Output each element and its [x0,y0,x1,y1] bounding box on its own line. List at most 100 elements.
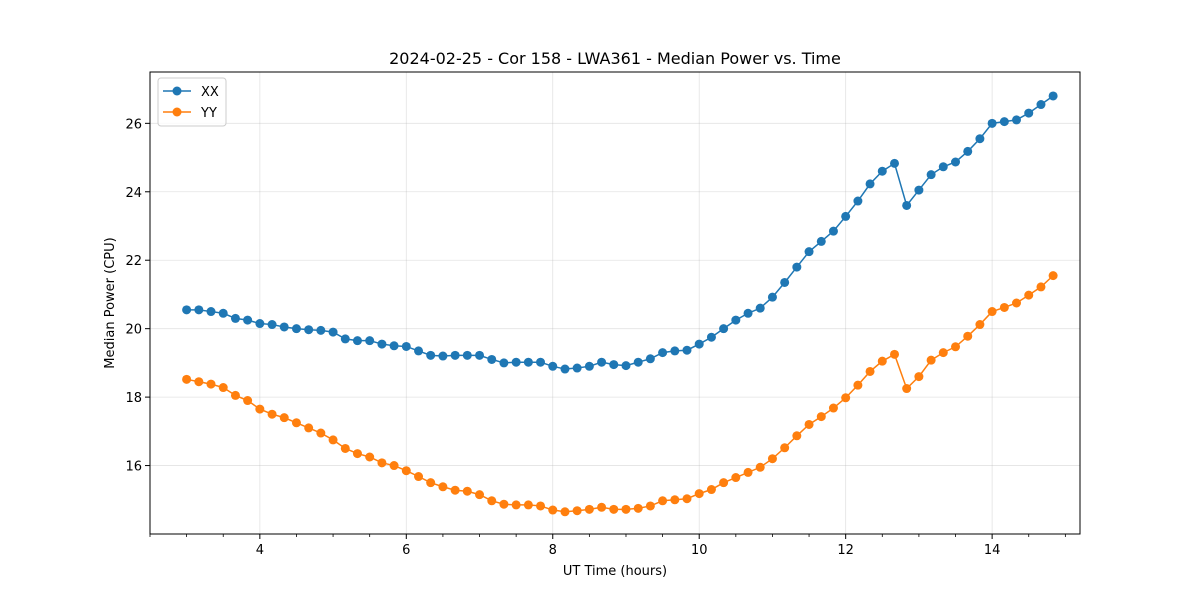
y-tick-label: 26 [125,117,142,132]
data-point-xx [426,350,436,360]
data-point-yy [511,500,521,510]
data-point-xx [865,179,875,189]
data-point-xx [914,185,924,195]
data-point-xx [658,348,668,358]
data-point-yy [548,505,558,515]
data-point-yy [1036,282,1046,292]
data-point-yy [975,320,985,330]
data-point-yy [304,423,314,433]
data-point-yy [902,384,912,394]
data-point-yy [731,473,741,483]
data-point-yy [267,409,277,419]
data-point-xx [719,324,729,334]
data-point-xx [1048,91,1058,101]
legend: XX YY [157,77,227,127]
data-point-xx [682,345,692,355]
data-point-xx [279,322,289,332]
data-point-yy [926,355,936,365]
axis-ticks: 4 6 8 10 12 14 16 18 20 22 24 26 [125,117,1066,558]
data-point-yy [816,412,826,422]
data-point-xx [1024,108,1034,118]
data-point-xx [304,325,314,335]
data-point-xx [621,361,631,371]
data-point-xx [828,226,838,236]
data-point-yy [438,482,448,492]
data-point-xx [670,346,680,356]
data-point-xx [243,315,253,325]
data-point-xx [633,357,643,367]
data-point-xx [694,339,704,349]
data-point-yy [182,374,192,384]
data-point-xx [999,117,1009,127]
data-point-yy [987,307,997,317]
data-point-yy [536,501,546,511]
data-point-xx [389,341,399,351]
data-point-xx [816,236,826,246]
data-point-xx [951,157,961,167]
data-point-xx [767,292,777,302]
series-yy [182,271,1058,517]
data-point-yy [291,418,301,428]
data-point-yy [792,431,802,441]
data-point-yy [377,458,387,468]
x-tick-label: 4 [256,543,264,558]
data-point-yy [767,454,777,464]
data-point-xx [401,341,411,351]
data-point-xx [731,315,741,325]
data-point-yy [780,443,790,453]
data-point-yy [572,506,582,516]
data-point-xx [1012,115,1022,125]
data-point-xx [475,350,485,360]
data-point-xx [291,324,301,334]
data-point-xx [597,357,607,367]
data-point-yy [316,428,326,438]
data-point-yy [499,499,509,509]
data-point-yy [719,478,729,488]
data-point-yy [877,356,887,366]
data-point-yy [450,485,460,495]
legend-label-yy: YY [200,106,217,121]
data-point-xx [938,162,948,172]
data-point-xx [963,146,973,156]
data-point-xx [450,350,460,360]
data-point-xx [536,357,546,367]
data-point-xx [743,308,753,318]
data-point-yy [743,467,753,477]
series-line-xx [186,95,1054,370]
data-point-xx [645,354,655,364]
data-point-xx [499,358,509,368]
data-point-xx [560,364,570,374]
data-point-xx [584,361,594,371]
data-point-yy [890,349,900,359]
data-point-xx [877,166,887,176]
data-point-yy [963,331,973,341]
data-point-yy [218,383,228,393]
data-point-xx [853,196,863,206]
data-point-yy [426,478,436,488]
y-tick-label: 18 [125,391,142,406]
data-point-xx [206,307,216,317]
data-point-yy [755,462,765,472]
data-point-xx [352,336,362,346]
chart-title: 2024-02-25 - Cor 158 - LWA361 - Median P… [389,49,841,68]
data-point-yy [414,472,424,482]
legend-label-xx: XX [201,85,219,100]
data-point-xx [414,346,424,356]
data-point-xx [548,361,558,371]
data-point-yy [1024,290,1034,300]
data-point-xx [926,170,936,180]
y-axis-title: Median Power (CPU) [103,237,118,368]
data-point-xx [755,303,765,313]
data-point-xx [377,339,387,349]
data-point-yy [914,372,924,382]
data-point-xx [609,360,619,370]
legend-marker-xx [172,86,182,96]
data-point-yy [706,485,716,495]
data-point-yy [230,390,240,400]
data-point-yy [865,366,875,376]
x-tick-label: 12 [837,543,854,558]
data-point-yy [487,496,497,506]
data-point-yy [462,486,472,496]
x-tick-label: 14 [984,543,1001,558]
